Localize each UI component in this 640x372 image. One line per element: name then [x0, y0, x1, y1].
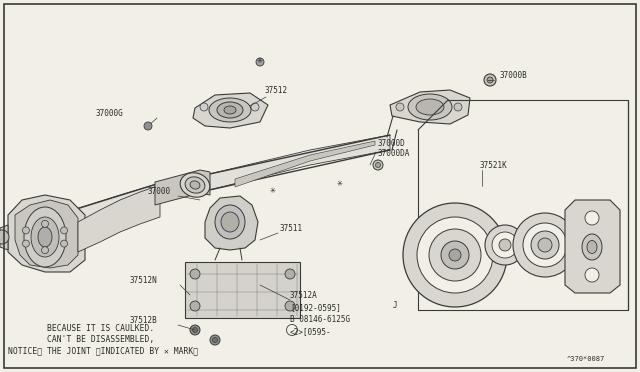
Text: 37000D: 37000D [378, 139, 406, 148]
Circle shape [22, 240, 29, 247]
Circle shape [193, 327, 198, 333]
Circle shape [429, 229, 481, 281]
Polygon shape [235, 141, 375, 187]
Text: 37511: 37511 [280, 224, 303, 233]
Polygon shape [0, 225, 8, 250]
Text: ✳: ✳ [337, 178, 343, 188]
Text: [0192-0595]: [0192-0595] [290, 303, 341, 312]
Circle shape [190, 301, 200, 311]
Text: 37512A: 37512A [290, 291, 317, 300]
Circle shape [144, 122, 152, 130]
Text: CAN'T BE DISASSEMBLED,: CAN'T BE DISASSEMBLED, [8, 335, 154, 344]
Polygon shape [565, 200, 620, 293]
Polygon shape [8, 195, 85, 272]
Ellipse shape [190, 181, 200, 189]
Circle shape [42, 247, 49, 254]
Polygon shape [78, 185, 160, 252]
Text: 37000DA: 37000DA [378, 149, 410, 158]
Circle shape [285, 301, 295, 311]
Ellipse shape [221, 212, 239, 232]
Text: ✳: ✳ [257, 55, 263, 65]
Circle shape [61, 240, 68, 247]
Text: 37000G: 37000G [95, 109, 123, 118]
Text: B 08146-6125G: B 08146-6125G [290, 315, 350, 324]
Ellipse shape [217, 102, 243, 118]
Circle shape [0, 230, 9, 244]
Circle shape [403, 203, 507, 307]
Ellipse shape [209, 98, 251, 122]
Circle shape [42, 220, 49, 227]
Polygon shape [205, 135, 390, 191]
Circle shape [22, 227, 29, 234]
Ellipse shape [24, 207, 66, 267]
Ellipse shape [582, 234, 602, 260]
Circle shape [376, 163, 381, 167]
Circle shape [538, 238, 552, 252]
Text: NOTICE〉 THE JOINT 〈INDICATED BY ✕ MARK〉: NOTICE〉 THE JOINT 〈INDICATED BY ✕ MARK〉 [8, 346, 198, 355]
Circle shape [200, 103, 208, 111]
Polygon shape [390, 90, 470, 124]
Circle shape [499, 239, 511, 251]
Circle shape [190, 269, 200, 279]
Text: ^370*0087: ^370*0087 [567, 356, 605, 362]
Polygon shape [205, 196, 258, 250]
Ellipse shape [215, 205, 245, 239]
Circle shape [454, 103, 462, 111]
Ellipse shape [408, 94, 452, 120]
Text: 37000B: 37000B [500, 71, 528, 80]
Text: ✳: ✳ [270, 185, 276, 195]
Circle shape [585, 211, 599, 225]
Circle shape [441, 241, 469, 269]
Circle shape [449, 249, 461, 261]
Ellipse shape [31, 217, 59, 257]
Ellipse shape [587, 241, 597, 253]
Ellipse shape [38, 227, 52, 247]
Circle shape [523, 223, 567, 267]
Circle shape [373, 160, 383, 170]
Circle shape [585, 268, 599, 282]
Circle shape [256, 58, 264, 66]
Circle shape [396, 103, 404, 111]
Circle shape [210, 335, 220, 345]
Circle shape [417, 217, 493, 293]
Ellipse shape [180, 173, 210, 197]
Text: <2>[0595-: <2>[0595- [290, 327, 332, 336]
Circle shape [61, 227, 68, 234]
Text: 37521K: 37521K [480, 161, 508, 170]
Circle shape [513, 213, 577, 277]
Text: 37512B: 37512B [130, 316, 157, 325]
Text: BECAUSE IT IS CAULKED.: BECAUSE IT IS CAULKED. [8, 324, 154, 333]
Circle shape [484, 74, 496, 86]
Circle shape [285, 269, 295, 279]
Circle shape [487, 77, 493, 83]
Polygon shape [25, 183, 160, 245]
Ellipse shape [416, 99, 444, 115]
Text: 37512N: 37512N [130, 276, 157, 285]
Polygon shape [185, 262, 300, 318]
Text: 37000: 37000 [148, 187, 171, 196]
Circle shape [485, 225, 525, 265]
Ellipse shape [185, 177, 205, 193]
Circle shape [212, 337, 218, 343]
Circle shape [492, 232, 518, 258]
Polygon shape [155, 170, 210, 205]
Text: 37512: 37512 [265, 86, 288, 95]
Ellipse shape [224, 106, 236, 114]
Polygon shape [15, 200, 78, 268]
Circle shape [531, 231, 559, 259]
Polygon shape [193, 93, 268, 128]
Text: J: J [393, 301, 397, 310]
Circle shape [251, 103, 259, 111]
Circle shape [190, 325, 200, 335]
